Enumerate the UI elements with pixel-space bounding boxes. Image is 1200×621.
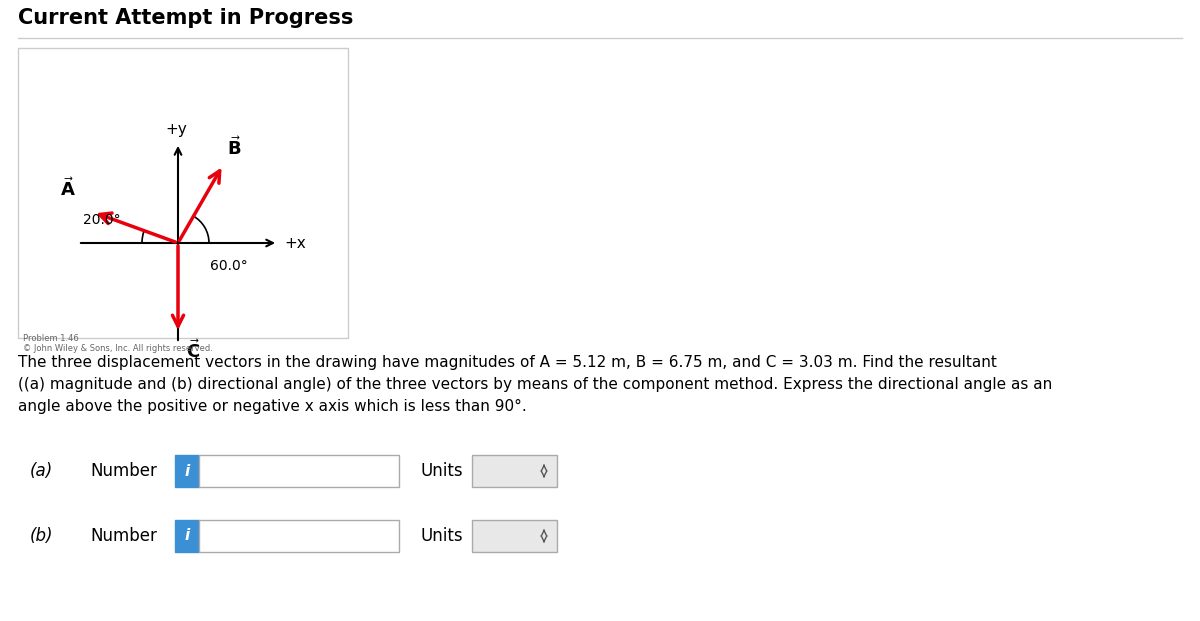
Bar: [175, 520, 199, 552]
Text: 20.0°: 20.0°: [83, 213, 121, 227]
Text: angle above the positive or negative x axis which is less than 90°.: angle above the positive or negative x a…: [18, 399, 527, 414]
Text: Number: Number: [90, 462, 157, 480]
Text: 60.0°: 60.0°: [210, 259, 247, 273]
Text: +x: +x: [284, 235, 306, 250]
Text: $\vec{\mathbf{B}}$: $\vec{\mathbf{B}}$: [227, 136, 241, 159]
Text: (b): (b): [30, 527, 54, 545]
Text: Units: Units: [420, 462, 463, 480]
Text: i: i: [185, 463, 190, 479]
Text: © John Wiley & Sons, Inc. All rights reserved.: © John Wiley & Sons, Inc. All rights res…: [23, 344, 212, 353]
Bar: [199, 455, 398, 487]
Bar: [18, 48, 348, 338]
Text: +y: +y: [166, 122, 187, 137]
Text: Units: Units: [420, 527, 463, 545]
Text: $\vec{\mathbf{A}}$: $\vec{\mathbf{A}}$: [60, 178, 76, 200]
Text: The three displacement vectors in the drawing have magnitudes of A = 5.12 m, B =: The three displacement vectors in the dr…: [18, 355, 997, 370]
Bar: [175, 455, 199, 487]
Text: (a): (a): [30, 462, 53, 480]
Text: Number: Number: [90, 527, 157, 545]
Text: $\vec{\mathbf{C}}$: $\vec{\mathbf{C}}$: [186, 339, 200, 362]
Text: i: i: [185, 528, 190, 543]
Bar: [472, 455, 557, 487]
Text: Current Attempt in Progress: Current Attempt in Progress: [18, 8, 353, 28]
Text: ((a) magnitude and (b) directional angle) of the three vectors by means of the c: ((a) magnitude and (b) directional angle…: [18, 377, 1052, 392]
Bar: [472, 520, 557, 552]
Text: Problem 1.46: Problem 1.46: [23, 334, 79, 343]
Bar: [199, 520, 398, 552]
